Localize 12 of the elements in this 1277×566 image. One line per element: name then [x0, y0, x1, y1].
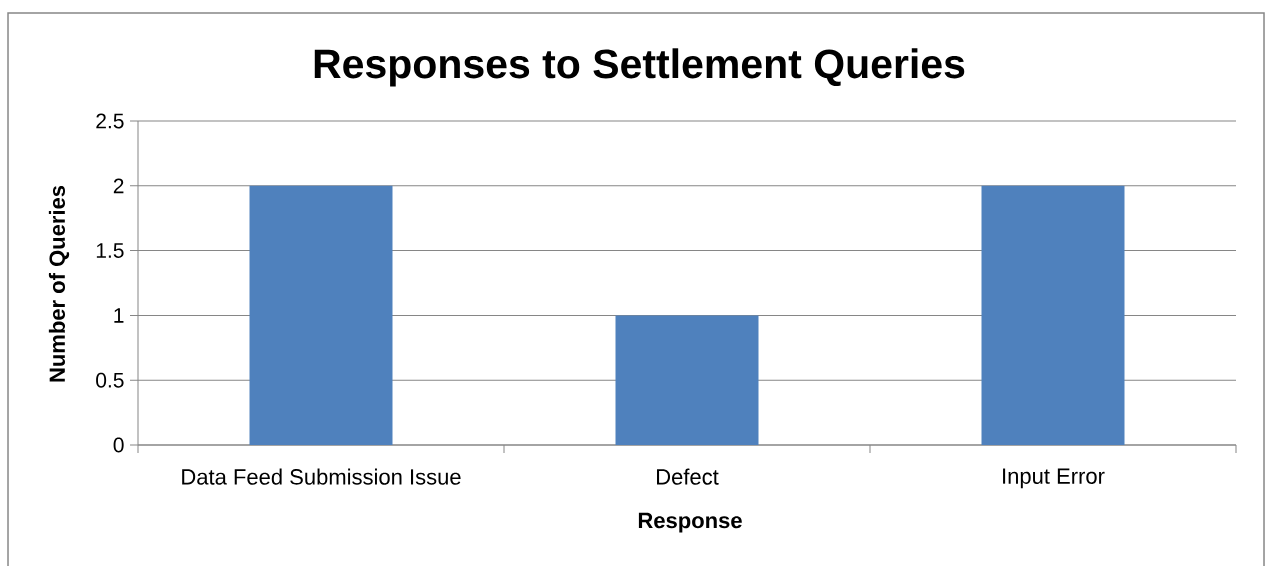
y-tick-label: 0: [113, 437, 124, 453]
x-tick-label: Defect: [657, 468, 719, 485]
y-tick-label: 1: [114, 308, 124, 323]
y-tick-label: 2: [113, 178, 124, 194]
y-tick-label: 1.5: [96, 243, 124, 258]
x-tick-label: Input Error: [1003, 468, 1105, 489]
x-tick-label: Data Feed Submission Issue: [182, 468, 461, 485]
chart-title: Responses to Settlement Queries: [314, 48, 965, 87]
y-axis-title: Number of Queries: [48, 185, 70, 382]
x-axis-title: Response: [638, 512, 742, 533]
y-tick-label: 2.5: [96, 113, 124, 129]
y-tick-label: 0.5: [96, 372, 124, 388]
